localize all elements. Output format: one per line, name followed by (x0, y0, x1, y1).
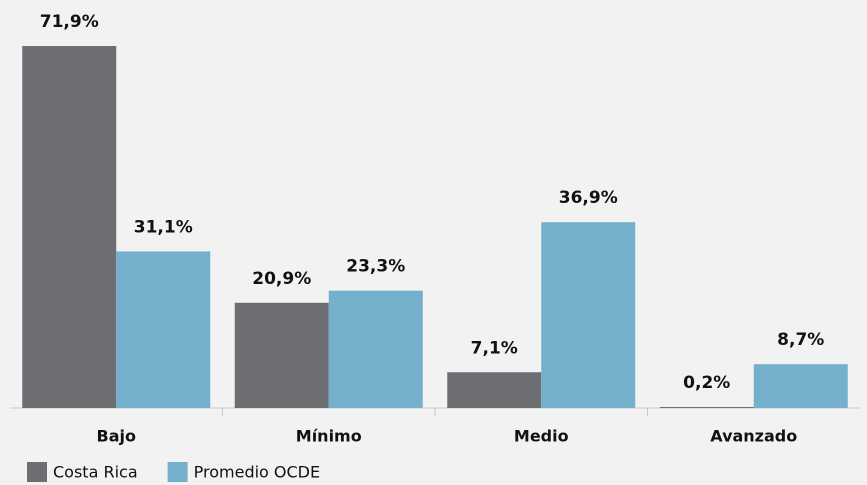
legend-label: Costa Rica (53, 463, 138, 482)
data-label: 8,7% (777, 330, 824, 350)
data-label: 31,1% (134, 217, 193, 237)
data-label: 0,2% (683, 373, 730, 393)
bar (116, 251, 211, 408)
bar (753, 364, 848, 408)
bar (541, 222, 636, 408)
bar (328, 290, 423, 408)
bar (234, 302, 329, 408)
data-label: 23,3% (346, 257, 405, 277)
data-label: 7,1% (471, 338, 518, 358)
bar (447, 372, 542, 408)
x-tick-label: Avanzado (710, 427, 797, 446)
data-label: 36,9% (559, 188, 618, 208)
bar (659, 406, 754, 408)
x-tick-label: Mínimo (296, 427, 362, 446)
legend-swatch (27, 462, 47, 482)
bar (22, 46, 117, 408)
x-tick-label: Bajo (97, 427, 136, 446)
legend-label: Promedio OCDE (194, 463, 320, 482)
data-label: 20,9% (252, 269, 311, 289)
x-tick-label: Medio (514, 427, 569, 446)
data-label: 71,9% (40, 12, 99, 32)
legend-swatch (167, 462, 188, 482)
